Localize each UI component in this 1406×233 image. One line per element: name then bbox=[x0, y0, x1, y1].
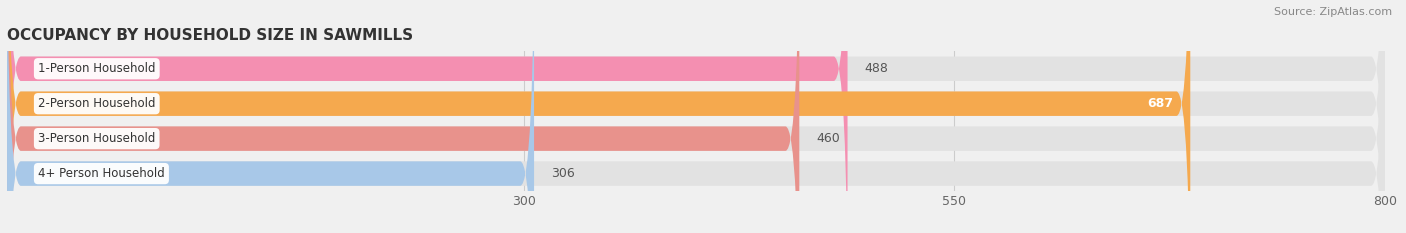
FancyBboxPatch shape bbox=[7, 0, 848, 233]
FancyBboxPatch shape bbox=[7, 0, 1385, 233]
Text: 2-Person Household: 2-Person Household bbox=[38, 97, 156, 110]
FancyBboxPatch shape bbox=[7, 0, 800, 233]
Text: Source: ZipAtlas.com: Source: ZipAtlas.com bbox=[1274, 7, 1392, 17]
FancyBboxPatch shape bbox=[7, 0, 534, 233]
Text: 460: 460 bbox=[817, 132, 841, 145]
Text: 306: 306 bbox=[551, 167, 575, 180]
Text: 3-Person Household: 3-Person Household bbox=[38, 132, 156, 145]
Text: 4+ Person Household: 4+ Person Household bbox=[38, 167, 165, 180]
FancyBboxPatch shape bbox=[7, 0, 1191, 233]
FancyBboxPatch shape bbox=[7, 0, 1385, 233]
Text: 1-Person Household: 1-Person Household bbox=[38, 62, 156, 75]
FancyBboxPatch shape bbox=[7, 0, 1385, 233]
FancyBboxPatch shape bbox=[7, 0, 1385, 233]
Text: 687: 687 bbox=[1147, 97, 1173, 110]
Text: 488: 488 bbox=[865, 62, 889, 75]
Text: OCCUPANCY BY HOUSEHOLD SIZE IN SAWMILLS: OCCUPANCY BY HOUSEHOLD SIZE IN SAWMILLS bbox=[7, 28, 413, 43]
